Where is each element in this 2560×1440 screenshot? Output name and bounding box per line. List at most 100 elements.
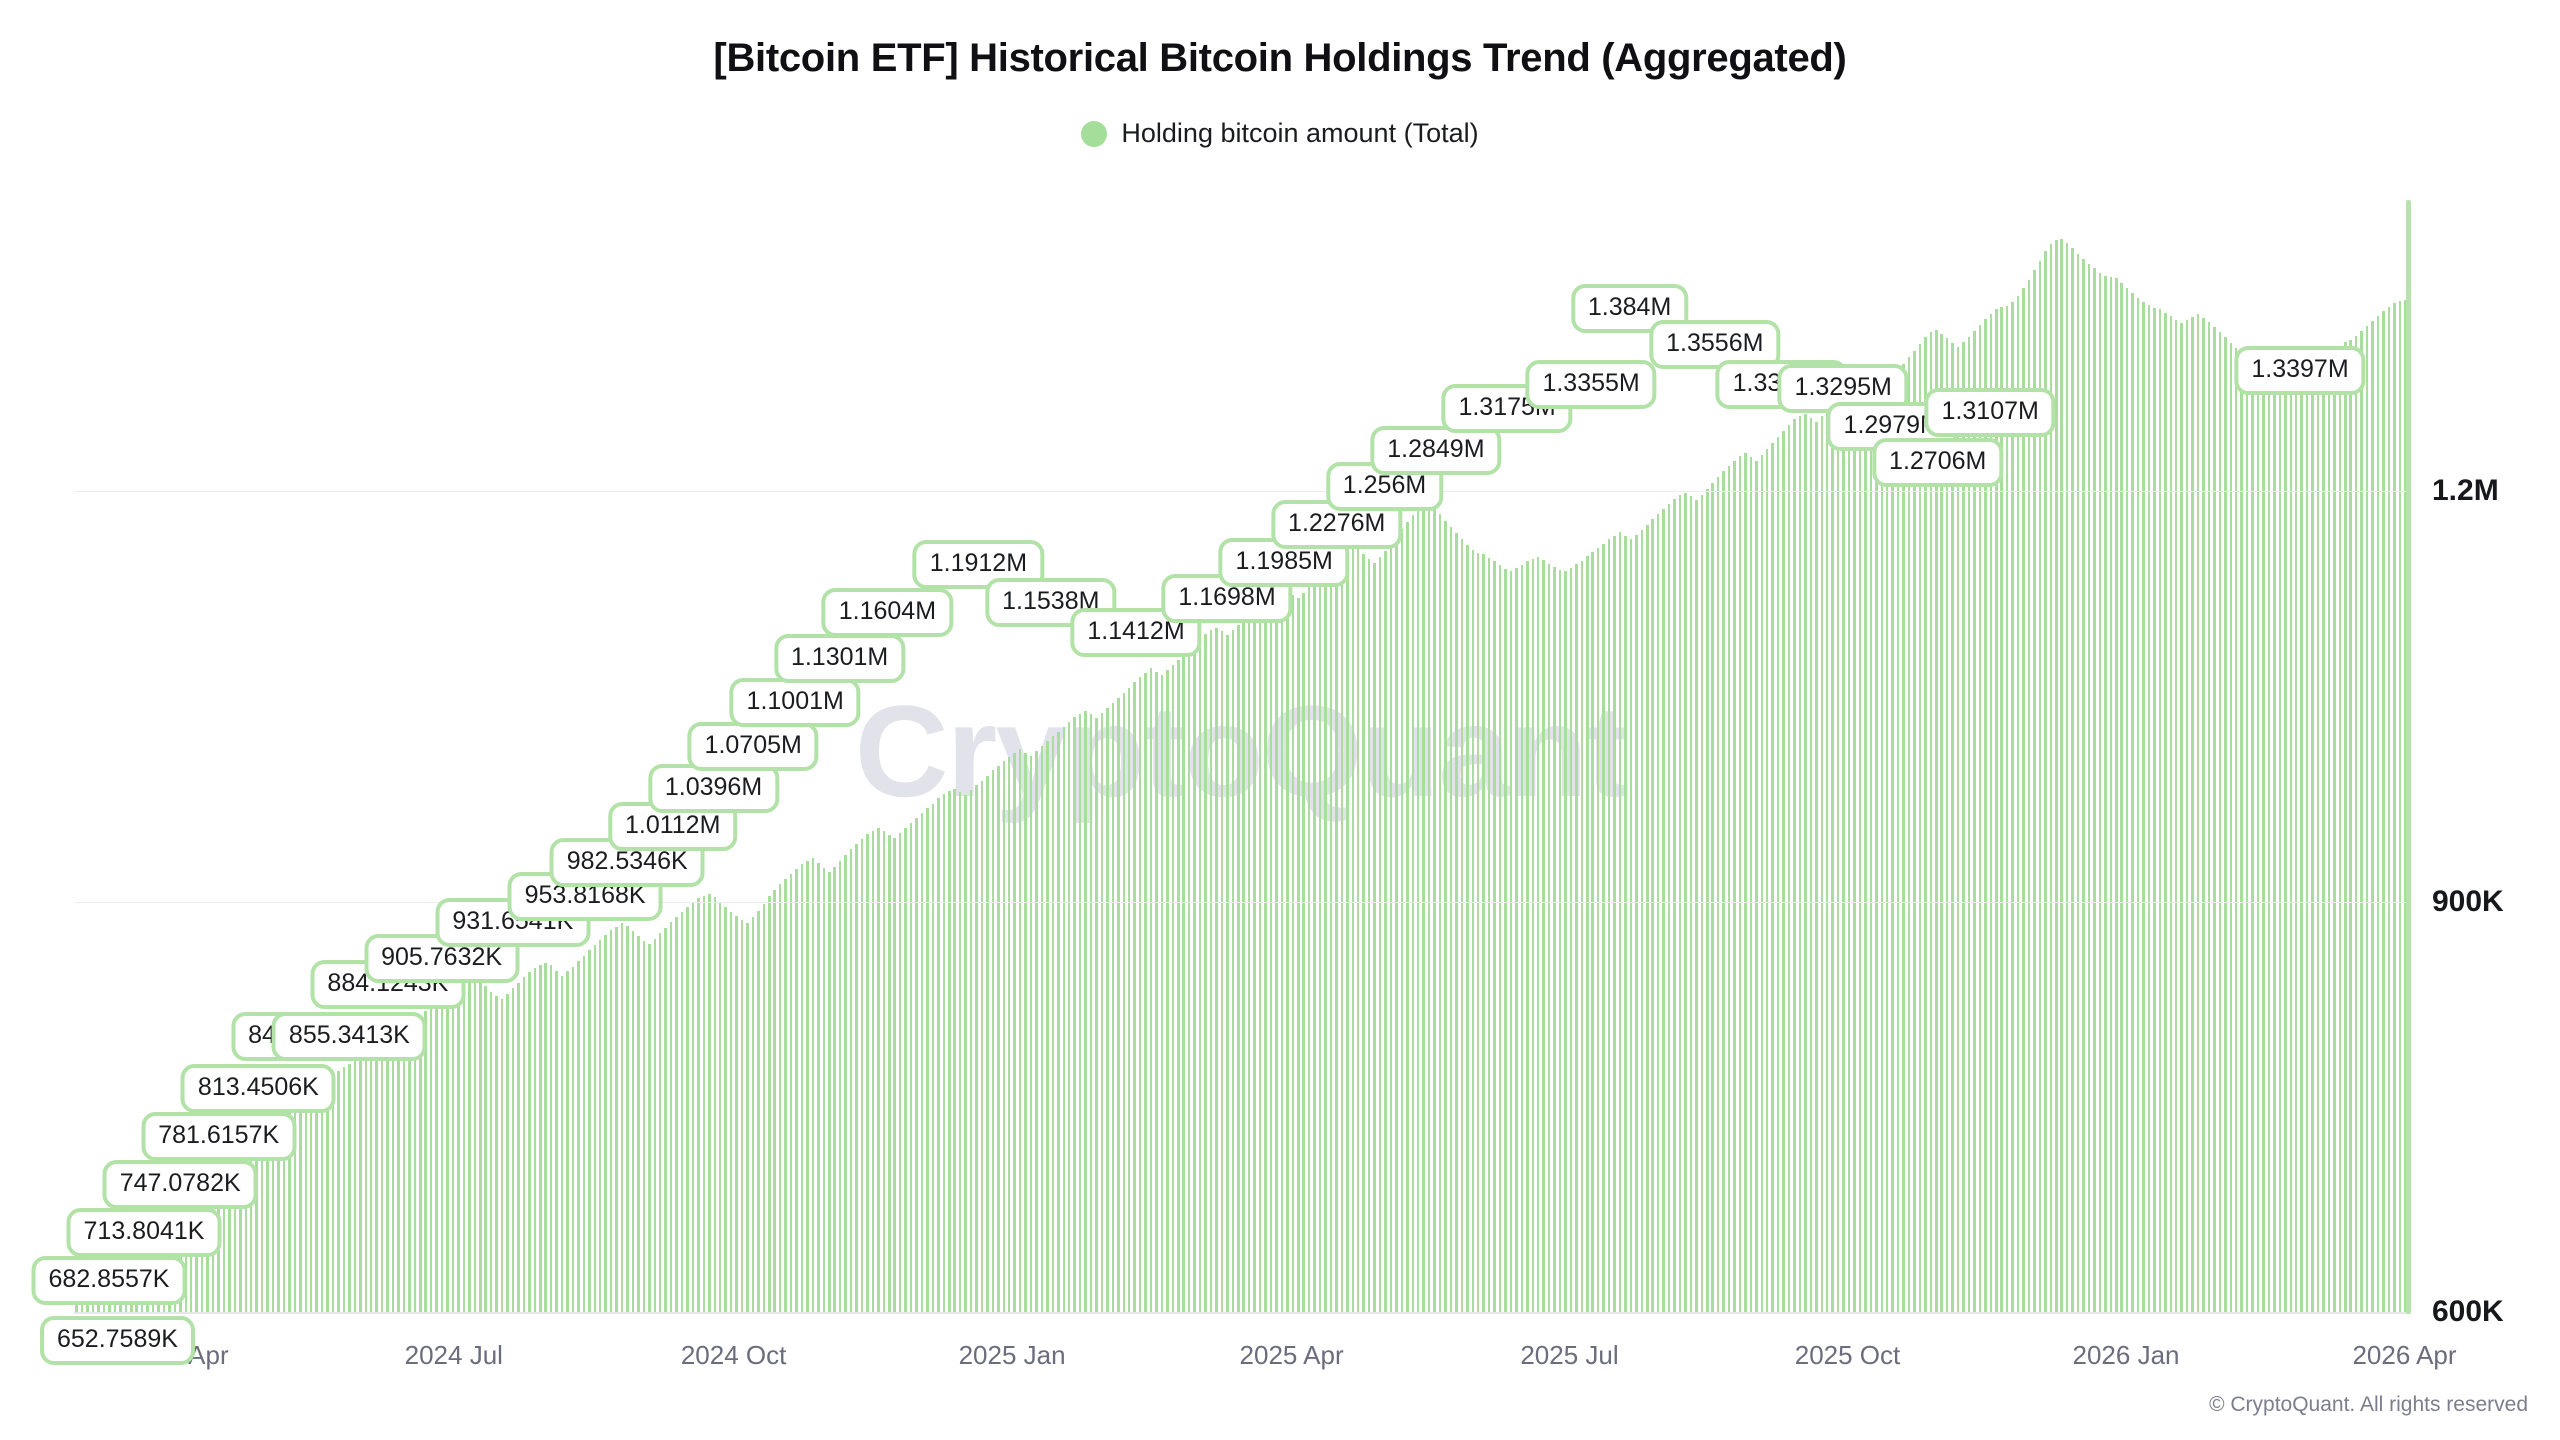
bar xyxy=(1318,575,1322,1312)
bar xyxy=(1678,495,1682,1312)
bar xyxy=(419,1015,422,1312)
bar xyxy=(1367,558,1371,1312)
bar xyxy=(2093,268,2096,1312)
data-point-label: 1.3397M xyxy=(2234,346,2366,395)
bar xyxy=(484,985,487,1312)
bar xyxy=(2180,323,2183,1312)
bar xyxy=(631,931,635,1312)
bar xyxy=(2382,310,2385,1312)
bar xyxy=(1067,721,1071,1312)
bar xyxy=(2147,305,2151,1312)
bar xyxy=(648,944,651,1312)
bar xyxy=(1613,535,1616,1312)
x-axis-tick-label: 2025 Oct xyxy=(1794,1340,1901,1370)
bar xyxy=(1247,613,1251,1312)
bar xyxy=(1040,746,1044,1312)
bar xyxy=(1531,558,1534,1312)
bar xyxy=(1504,568,1507,1312)
bar xyxy=(718,901,722,1312)
bar xyxy=(1853,381,1856,1312)
bar xyxy=(2234,348,2238,1312)
legend-label: Holding bitcoin amount (Total) xyxy=(1121,118,1479,148)
bar xyxy=(958,791,962,1312)
bar xyxy=(953,788,956,1312)
bar xyxy=(429,1006,433,1312)
bar xyxy=(1427,503,1431,1312)
bar xyxy=(1269,592,1273,1312)
bar xyxy=(1444,520,1447,1312)
data-point-label: 1.256M xyxy=(1325,462,1444,511)
bar xyxy=(1471,549,1474,1312)
plot-area: CryptoQuant xyxy=(74,190,2408,1312)
data-point-label: 813.4506K xyxy=(180,1064,336,1113)
bar xyxy=(986,775,989,1312)
bar xyxy=(1602,544,1605,1312)
bar xyxy=(1891,375,1894,1312)
bar xyxy=(260,1123,264,1312)
bar xyxy=(1673,498,1676,1312)
bar xyxy=(1995,309,1998,1312)
bar xyxy=(566,971,569,1312)
bar xyxy=(2322,366,2325,1312)
bar xyxy=(1793,419,1796,1312)
bar xyxy=(2349,339,2352,1312)
x-axis-tick-label: 2025 Jan xyxy=(958,1340,1066,1370)
bar xyxy=(849,848,853,1312)
bar xyxy=(577,960,580,1312)
bar xyxy=(926,808,929,1312)
bar xyxy=(2327,359,2331,1312)
bar xyxy=(1411,515,1415,1312)
bar xyxy=(604,935,607,1312)
bar xyxy=(2164,312,2167,1312)
bar xyxy=(1177,659,1180,1312)
data-point-label: 1.0396M xyxy=(647,764,780,813)
bar xyxy=(1913,350,1916,1312)
bar xyxy=(1787,425,1791,1312)
bar xyxy=(1880,385,1883,1312)
bar xyxy=(1226,634,1229,1312)
bar xyxy=(2098,272,2102,1312)
bar xyxy=(2049,243,2053,1312)
bar xyxy=(1144,672,1147,1312)
bar xyxy=(1569,567,1573,1312)
bar xyxy=(1749,457,1753,1312)
bar xyxy=(800,863,804,1312)
y-axis-tick-label: 600K xyxy=(2432,1295,2504,1328)
bar xyxy=(1733,460,1736,1312)
bar xyxy=(1155,671,1158,1312)
bar xyxy=(817,862,820,1312)
bar xyxy=(1967,337,1971,1312)
bar xyxy=(1520,564,1524,1312)
bar xyxy=(266,1120,269,1312)
gridline xyxy=(74,491,2408,493)
bar xyxy=(1487,557,1491,1312)
bar xyxy=(2055,240,2058,1312)
bar xyxy=(942,793,946,1312)
bar xyxy=(1547,563,1551,1312)
data-point-label: 1.3556M xyxy=(1649,320,1781,369)
bar xyxy=(746,923,749,1312)
bar xyxy=(778,884,782,1312)
bar xyxy=(348,1063,351,1312)
bar xyxy=(271,1115,275,1312)
bar xyxy=(866,834,869,1312)
bar xyxy=(500,999,504,1312)
bar xyxy=(1416,509,1420,1312)
bar xyxy=(664,928,667,1312)
bar xyxy=(1302,593,1305,1312)
bar xyxy=(1956,347,1960,1312)
bar xyxy=(1804,414,1807,1312)
y-axis-tick-label: 900K xyxy=(2432,884,2504,918)
bar xyxy=(1351,545,1355,1312)
bar xyxy=(593,945,597,1312)
bar xyxy=(1809,417,1813,1312)
bar xyxy=(413,1019,417,1312)
bar xyxy=(1406,521,1409,1312)
bar xyxy=(2027,279,2031,1312)
bar xyxy=(2344,341,2347,1312)
bar xyxy=(1035,751,1038,1312)
bar xyxy=(1825,411,1829,1312)
bar xyxy=(1989,313,1993,1312)
bar xyxy=(991,770,995,1312)
bar xyxy=(1084,710,1087,1312)
